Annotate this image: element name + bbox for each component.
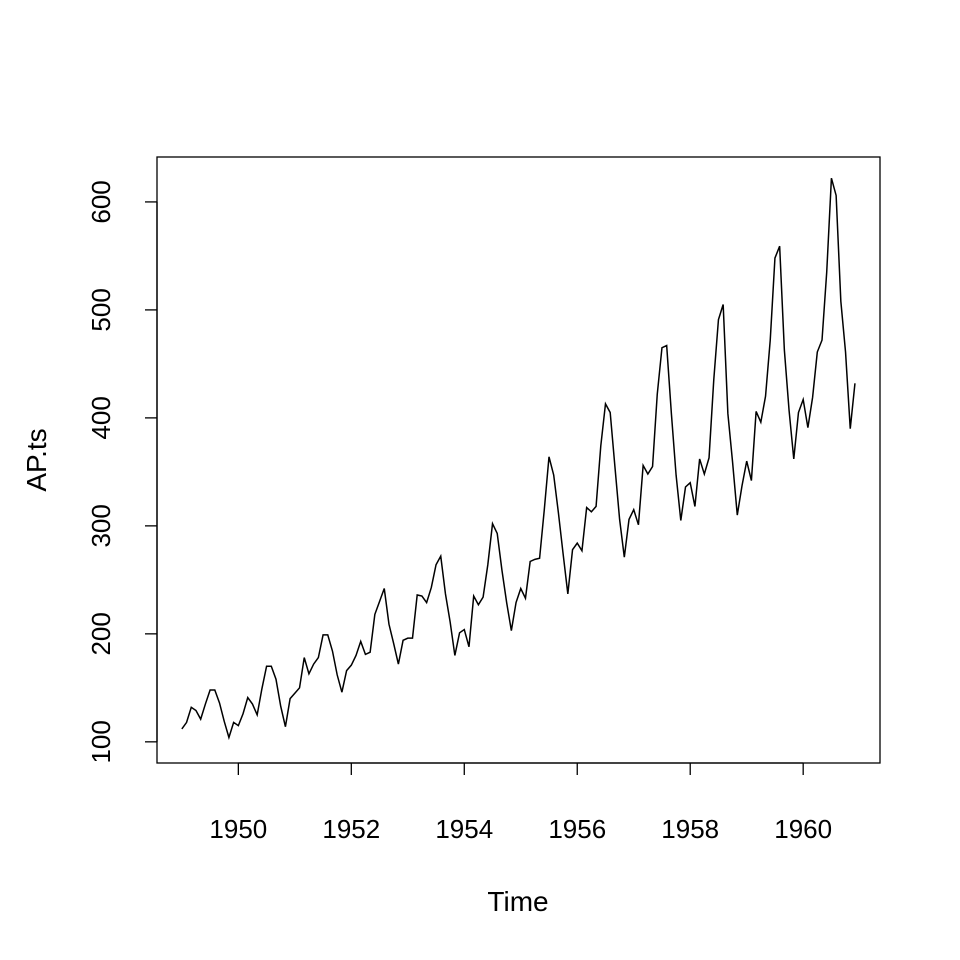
y-tick-label: 500 [86,288,116,331]
series-group [181,177,856,741]
series-line [181,177,856,741]
y-tick-label: 600 [86,180,116,223]
y-axis-label: AP.ts [21,428,52,491]
x-tick-label: 1950 [209,814,267,844]
x-axis: 1950 1952 1954 1956 1958 1960 [209,762,832,844]
y-tick-label: 200 [86,612,116,655]
y-tick-label: 300 [86,504,116,547]
x-tick-label: 1952 [322,814,380,844]
y-tick-label: 400 [86,396,116,439]
y-tick-label: 100 [86,720,116,763]
x-tick-label: 1960 [774,814,832,844]
x-axis-label: Time [487,886,548,917]
x-tick-label: 1956 [548,814,606,844]
x-tick-label: 1954 [435,814,493,844]
y-axis: 100 200 300 400 500 600 [86,180,158,764]
x-tick-label: 1958 [661,814,719,844]
